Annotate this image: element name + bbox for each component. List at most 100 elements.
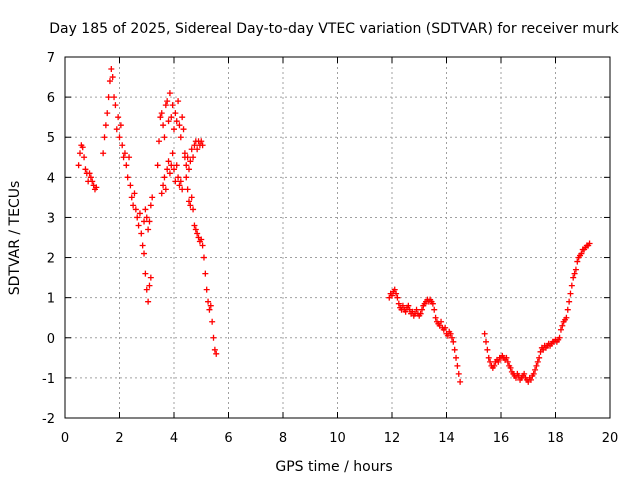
data-point xyxy=(154,162,161,169)
data-point xyxy=(454,362,461,369)
data-point xyxy=(564,306,571,313)
data-point xyxy=(146,282,153,289)
data-point xyxy=(172,178,179,185)
data-point xyxy=(156,138,163,145)
data-point xyxy=(181,150,188,157)
data-point xyxy=(185,198,192,205)
data-point xyxy=(168,162,175,169)
data-point xyxy=(207,302,214,309)
data-point xyxy=(171,126,177,133)
data-point xyxy=(173,162,180,169)
data-point xyxy=(183,162,190,169)
data-point xyxy=(405,302,412,309)
y-tick-label: 3 xyxy=(47,211,55,226)
data-point xyxy=(93,184,100,191)
data-point xyxy=(169,102,176,109)
data-point xyxy=(161,134,168,141)
data-point xyxy=(158,110,165,117)
data-point xyxy=(145,226,152,233)
data-point xyxy=(173,118,180,125)
data-point xyxy=(147,202,154,209)
data-point xyxy=(89,178,96,185)
y-tick-label: 7 xyxy=(47,51,55,66)
data-point xyxy=(198,138,205,145)
data-point xyxy=(165,118,172,125)
data-point xyxy=(484,346,491,353)
data-point xyxy=(485,354,492,361)
data-point xyxy=(100,150,107,157)
data-point xyxy=(568,282,575,289)
data-point xyxy=(198,236,205,243)
data-point xyxy=(530,370,537,377)
data-point xyxy=(131,190,138,197)
x-tick-label: 18 xyxy=(547,431,564,446)
data-point xyxy=(143,214,150,221)
data-point xyxy=(442,324,449,331)
data-point xyxy=(507,364,514,371)
y-tick-label: 0 xyxy=(47,332,55,347)
data-point xyxy=(176,122,183,129)
data-point xyxy=(175,98,182,105)
data-point xyxy=(185,166,192,173)
y-axis-label: SDTVAR / TECUs xyxy=(7,181,23,296)
data-point xyxy=(127,182,134,189)
data-point xyxy=(213,350,220,357)
data-point xyxy=(113,126,120,133)
data-point xyxy=(180,126,187,133)
data-point xyxy=(418,306,425,313)
data-point xyxy=(175,174,182,181)
data-point xyxy=(199,142,206,149)
data-point xyxy=(134,214,141,221)
data-point xyxy=(104,110,111,117)
data-point xyxy=(179,114,186,121)
data-point xyxy=(432,314,439,321)
data-point xyxy=(451,346,458,353)
x-tick-label: 12 xyxy=(384,431,401,446)
y-tick-label: -2 xyxy=(42,412,55,427)
x-tick-label: 4 xyxy=(170,431,178,446)
data-point xyxy=(176,182,183,189)
data-point xyxy=(450,338,457,345)
data-point xyxy=(105,94,112,101)
data-point xyxy=(532,366,539,373)
data-point xyxy=(563,314,570,321)
x-tick-label: 10 xyxy=(329,431,346,446)
data-point xyxy=(586,240,593,247)
data-point xyxy=(119,142,126,149)
data-point xyxy=(157,114,164,121)
x-tick-label: 20 xyxy=(602,431,619,446)
data-point xyxy=(504,358,511,365)
data-point xyxy=(188,194,195,201)
data-point xyxy=(399,302,406,309)
data-point xyxy=(536,354,543,361)
data-point xyxy=(120,154,127,161)
data-point xyxy=(126,154,133,161)
data-point xyxy=(142,270,149,277)
data-point xyxy=(210,334,217,341)
grid-layer xyxy=(65,57,610,418)
data-point xyxy=(130,202,137,209)
data-point xyxy=(413,306,420,313)
x-axis-label: GPS time / hours xyxy=(275,459,392,475)
data-point xyxy=(108,66,115,73)
data-point xyxy=(557,326,564,333)
data-point xyxy=(448,334,455,341)
data-point xyxy=(115,114,122,121)
y-tick-label: 6 xyxy=(47,91,55,106)
data-point xyxy=(164,98,171,105)
data-point xyxy=(179,186,186,193)
data-point xyxy=(211,346,218,353)
x-tick-label: 6 xyxy=(224,431,232,446)
data-point xyxy=(168,114,175,121)
data-point xyxy=(394,294,401,301)
data-point xyxy=(81,154,88,161)
data-point xyxy=(142,206,149,213)
data-point xyxy=(481,330,488,337)
data-point xyxy=(102,122,109,129)
data-point xyxy=(123,162,130,169)
y-tick-label: 4 xyxy=(47,171,55,186)
data-point xyxy=(559,322,566,329)
data-point xyxy=(429,300,436,307)
data-point xyxy=(184,186,191,193)
